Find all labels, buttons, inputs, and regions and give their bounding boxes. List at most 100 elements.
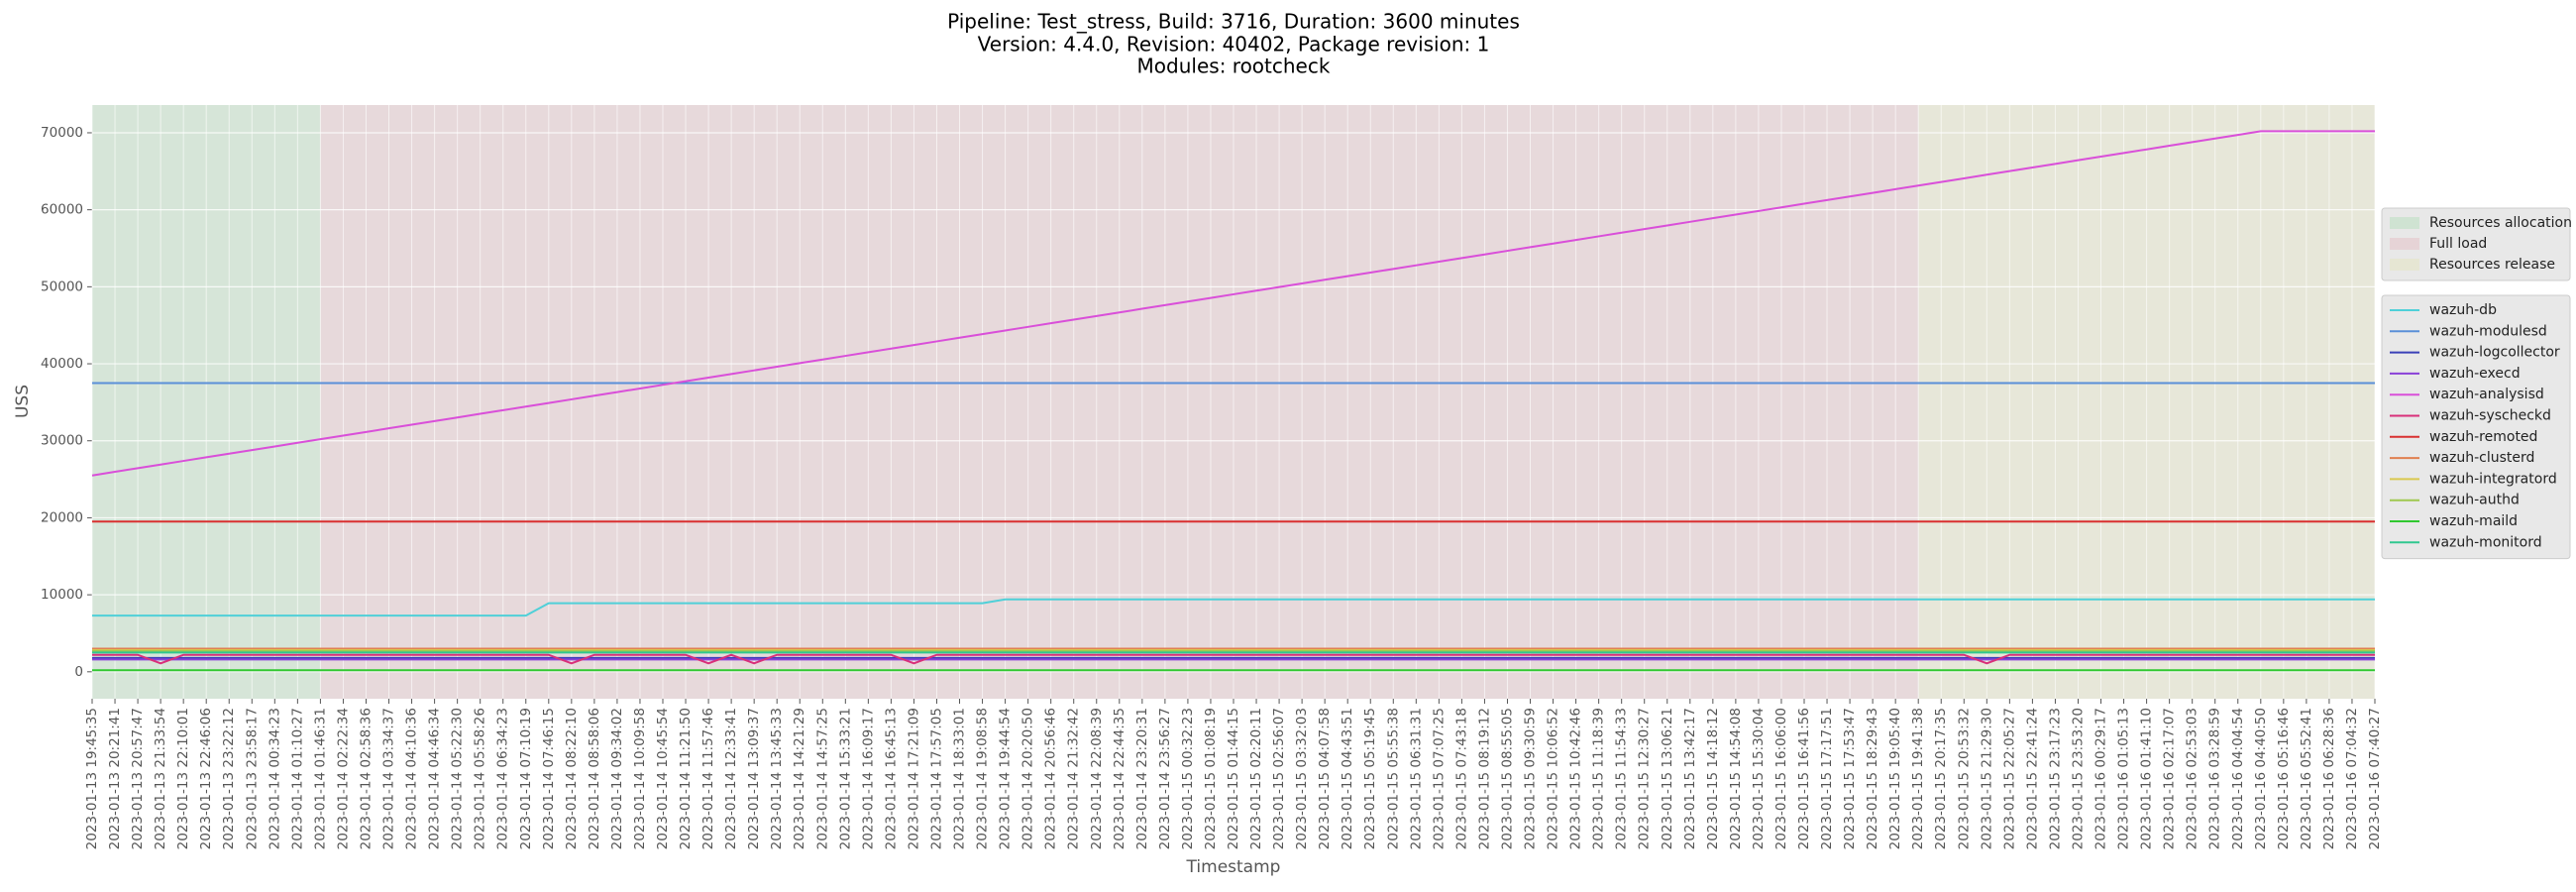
- x-tick-label: 2023-01-15 20:17:35: [1933, 708, 1949, 849]
- x-tick-label: 2023-01-13 22:10:01: [175, 708, 191, 849]
- x-tick-label: 2023-01-15 23:53:20: [2070, 708, 2086, 849]
- x-tick-label: 2023-01-16 01:05:13: [2116, 708, 2132, 849]
- x-tick-label: 2023-01-15 14:54:08: [1728, 708, 1744, 849]
- x-tick-label: 2023-01-15 16:41:56: [1796, 708, 1812, 849]
- x-tick-label: 2023-01-15 11:18:39: [1591, 708, 1607, 849]
- x-tick-label: 2023-01-13 22:46:06: [198, 708, 214, 849]
- x-tick-label: 2023-01-14 23:20:31: [1134, 708, 1150, 849]
- x-tick-label: 2023-01-16 01:41:10: [2139, 708, 2155, 849]
- x-tick-label: 2023-01-14 12:33:41: [723, 708, 739, 849]
- series-line: [92, 653, 2375, 665]
- x-tick-label: 2023-01-14 17:57:05: [928, 708, 944, 849]
- x-tick-label: 2023-01-14 00:34:23: [267, 708, 282, 849]
- x-tick-label: 2023-01-14 10:09:58: [632, 708, 648, 849]
- x-tick-label: 2023-01-15 20:53:32: [1956, 708, 1972, 849]
- x-tick-label: 2023-01-14 08:22:10: [564, 708, 580, 849]
- x-tick-label: 2023-01-14 19:44:54: [998, 708, 1014, 849]
- x-tick-label: 2023-01-14 16:45:13: [883, 708, 899, 849]
- chart-title: Pipeline: Test_stress, Build: 3716, Dura…: [947, 10, 1520, 34]
- legend-label: wazuh-execd: [2429, 366, 2521, 382]
- x-tick-label: 2023-01-15 01:08:19: [1203, 708, 1219, 849]
- x-tick-label: 2023-01-16 03:28:59: [2207, 708, 2223, 849]
- legend-swatch: [2390, 217, 2419, 229]
- y-tick-label: 20000: [41, 509, 83, 525]
- x-tick-label: 2023-01-15 15:30:04: [1751, 708, 1767, 849]
- x-tick-label: 2023-01-13 19:45:35: [84, 708, 100, 849]
- x-tick-label: 2023-01-13 23:58:17: [244, 708, 260, 849]
- x-tick-label: 2023-01-14 17:21:09: [906, 708, 921, 849]
- x-tick-label: 2023-01-14 22:08:39: [1089, 708, 1105, 849]
- x-tick-label: 2023-01-15 21:29:30: [1979, 708, 1994, 849]
- legend-label: wazuh-authd: [2429, 493, 2520, 508]
- x-tick-label: 2023-01-15 19:05:40: [1887, 708, 1903, 849]
- x-tick-label: 2023-01-13 20:57:47: [130, 708, 146, 849]
- legend-box: [2381, 294, 2571, 560]
- x-tick-label: 2023-01-14 22:44:35: [1112, 708, 1127, 849]
- x-tick-label: 2023-01-16 06:28:36: [2321, 708, 2337, 849]
- x-tick-label: 2023-01-15 10:42:46: [1568, 708, 1584, 849]
- legend-swatch: [2390, 238, 2419, 250]
- y-tick-label: 60000: [41, 202, 83, 218]
- x-tick-label: 2023-01-16 04:04:54: [2230, 708, 2246, 849]
- x-tick-label: 2023-01-14 23:56:27: [1157, 708, 1173, 849]
- x-tick-label: 2023-01-15 17:53:47: [1842, 708, 1858, 849]
- x-tick-label: 2023-01-14 11:21:50: [678, 708, 694, 849]
- legend-label: Full load: [2429, 236, 2487, 252]
- x-tick-label: 2023-01-16 02:17:07: [2162, 708, 2178, 849]
- x-tick-label: 2023-01-15 23:17:23: [2047, 708, 2063, 849]
- y-axis-label: USS: [13, 385, 33, 418]
- x-tick-label: 2023-01-15 02:20:11: [1248, 708, 1264, 849]
- series-line: [92, 598, 2375, 617]
- x-tick-label: 2023-01-14 11:57:46: [700, 708, 716, 849]
- x-tick-label: 2023-01-15 08:55:05: [1499, 708, 1515, 849]
- x-tick-label: 2023-01-15 14:18:12: [1705, 708, 1721, 849]
- legend-label: wazuh-remoted: [2429, 429, 2537, 445]
- y-tick-label: 40000: [41, 356, 83, 372]
- x-tick-label: 2023-01-14 04:46:34: [427, 708, 443, 849]
- x-tick-label: 2023-01-13 21:33:54: [153, 708, 168, 849]
- legend-label: wazuh-modulesd: [2429, 323, 2547, 339]
- x-tick-label: 2023-01-15 12:30:27: [1637, 708, 1653, 849]
- x-tick-label: 2023-01-15 04:07:58: [1317, 708, 1333, 849]
- x-tick-label: 2023-01-15 13:42:17: [1682, 708, 1698, 849]
- x-tick-label: 2023-01-14 20:56:46: [1043, 708, 1059, 849]
- x-tick-label: 2023-01-14 05:58:26: [473, 708, 488, 849]
- legend-label: wazuh-logcollector: [2429, 345, 2560, 361]
- x-tick-label: 2023-01-14 04:10:36: [404, 708, 420, 849]
- legend-label: wazuh-monitord: [2429, 534, 2542, 550]
- x-tick-label: 2023-01-14 01:46:31: [312, 708, 328, 849]
- legend-label: wazuh-syscheckd: [2429, 408, 2551, 424]
- x-tick-label: 2023-01-14 05:22:30: [450, 708, 466, 849]
- x-tick-label: 2023-01-15 18:29:43: [1865, 708, 1880, 849]
- x-tick-label: 2023-01-15 04:43:51: [1340, 708, 1355, 849]
- x-tick-label: 2023-01-15 17:17:51: [1819, 708, 1835, 849]
- x-tick-label: 2023-01-14 20:20:50: [1020, 708, 1036, 849]
- legend-label: wazuh-analysisd: [2429, 387, 2544, 402]
- legend-label: Resources release: [2429, 257, 2555, 273]
- legend-label: wazuh-maild: [2429, 513, 2518, 529]
- x-tick-label: 2023-01-15 01:44:15: [1226, 708, 1241, 849]
- x-tick-label: 2023-01-14 10:45:54: [655, 708, 671, 849]
- x-tick-label: 2023-01-15 00:32:23: [1180, 708, 1196, 849]
- x-tick-label: 2023-01-14 15:33:21: [837, 708, 853, 849]
- legend-label: Resources allocation: [2429, 215, 2572, 231]
- x-tick-label: 2023-01-15 08:19:12: [1476, 708, 1492, 849]
- legend-label: wazuh-integratord: [2429, 471, 2557, 487]
- series-line: [91, 130, 2375, 477]
- x-tick-label: 2023-01-16 00:29:17: [2093, 708, 2109, 849]
- x-tick-label: 2023-01-14 02:22:34: [335, 708, 351, 849]
- x-tick-label: 2023-01-16 07:04:32: [2344, 708, 2360, 849]
- x-tick-label: 2023-01-15 06:31:31: [1408, 708, 1424, 849]
- x-tick-label: 2023-01-15 19:41:38: [1910, 708, 1926, 849]
- x-tick-label: 2023-01-14 16:09:17: [860, 708, 876, 849]
- x-tick-label: 2023-01-15 10:06:52: [1546, 708, 1561, 849]
- x-tick-label: 2023-01-14 14:21:29: [792, 708, 807, 849]
- x-axis-label: Timestamp: [1186, 857, 1281, 877]
- x-tick-label: 2023-01-15 11:54:33: [1614, 708, 1630, 849]
- x-tick-label: 2023-01-13 23:22:12: [221, 708, 237, 849]
- x-tick-label: 2023-01-14 18:33:01: [952, 708, 968, 849]
- x-tick-label: 2023-01-14 13:45:33: [769, 708, 785, 849]
- x-tick-label: 2023-01-13 20:21:41: [107, 708, 123, 849]
